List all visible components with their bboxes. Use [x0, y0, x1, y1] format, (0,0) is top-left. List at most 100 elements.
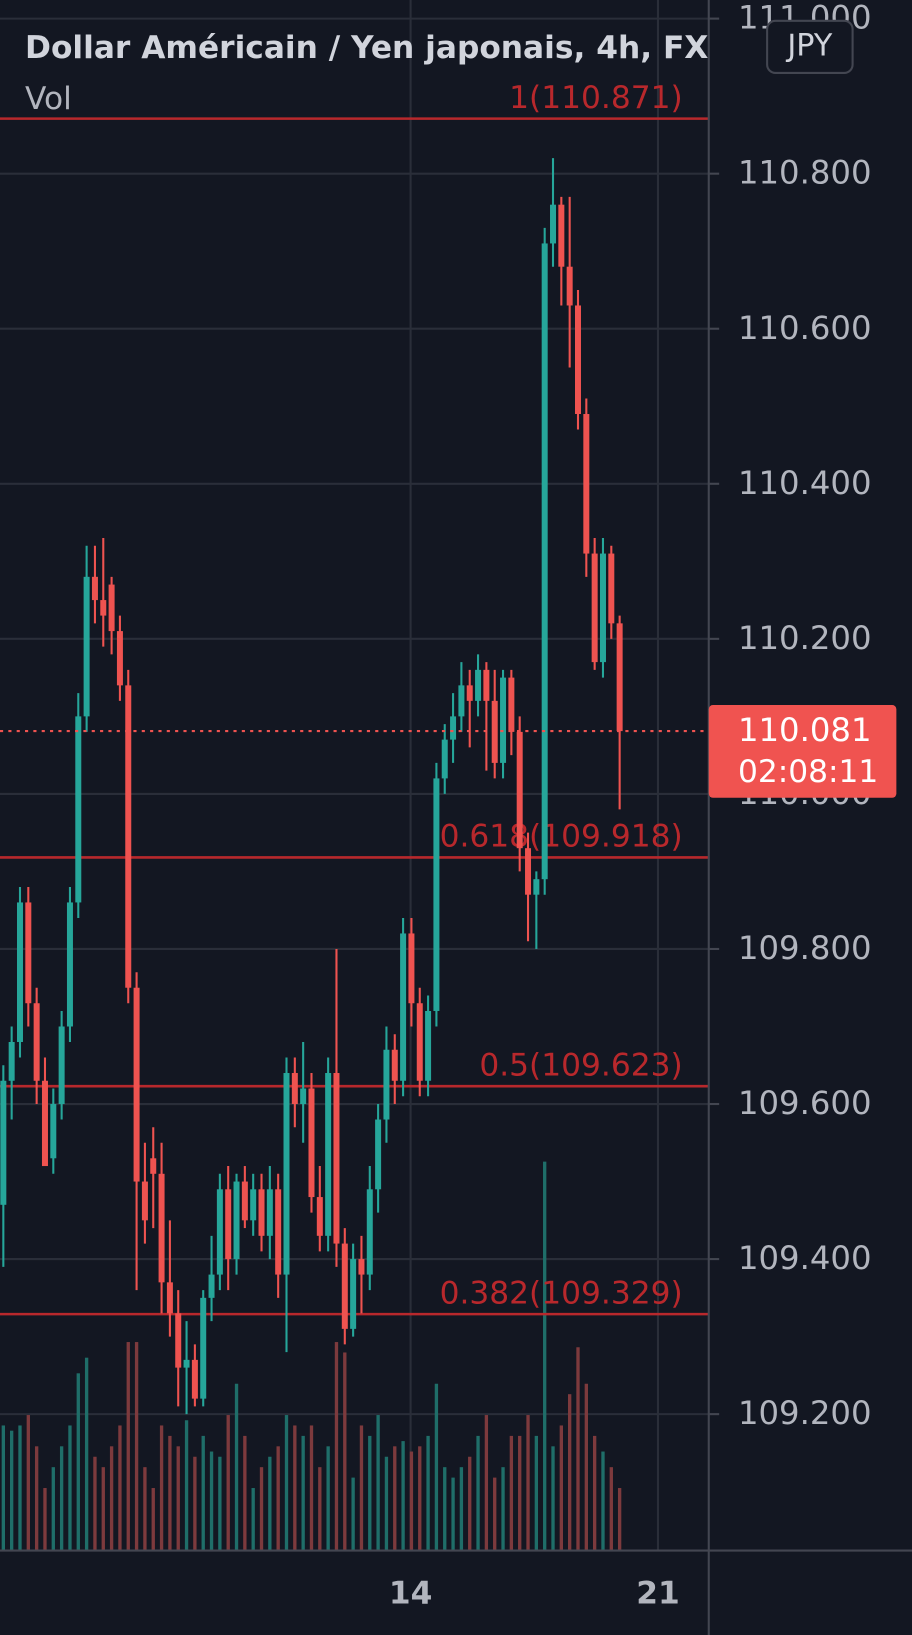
volume-bar [51, 1467, 55, 1551]
candle-body [308, 1088, 315, 1198]
volume-bar [534, 1435, 539, 1551]
volume-bar [559, 1425, 564, 1551]
candle-body [475, 669, 482, 701]
volume-bar [276, 1446, 280, 1551]
volume-bar [384, 1456, 389, 1551]
candle-body [41, 1080, 48, 1167]
candle-body [33, 1003, 40, 1081]
volume-bar [368, 1435, 372, 1551]
candle-body [608, 553, 615, 624]
volume-bar [343, 1352, 347, 1551]
candle-body [358, 1259, 365, 1275]
x-tick-label: 21 [636, 1575, 680, 1611]
candle-body [599, 553, 606, 663]
currency-button[interactable] [766, 19, 854, 74]
candle-body [50, 1104, 57, 1159]
volume-bar [359, 1425, 364, 1551]
volume-bar [118, 1425, 122, 1551]
volume-bar [268, 1456, 272, 1551]
volume-bar [484, 1415, 489, 1551]
volume-bar [526, 1415, 530, 1551]
candle-body [325, 1073, 332, 1236]
volume-bar [443, 1467, 447, 1551]
candle-body [116, 631, 123, 686]
countdown-label: 02:08:11 [738, 754, 878, 790]
candle-body [300, 1088, 307, 1105]
volume-bar [376, 1415, 380, 1551]
volume-bar [159, 1425, 164, 1551]
y-tick-label: 110.400 [738, 464, 872, 502]
candle-body [58, 1026, 65, 1105]
candle-body [383, 1049, 390, 1120]
candle-body [541, 243, 548, 880]
price-label: 110.081 [738, 711, 872, 749]
volume-bar [93, 1456, 97, 1551]
overlay: Dollar Américain / Yen japonais, 4h, FX … [0, 19, 897, 798]
y-tick-label: 109.200 [738, 1394, 872, 1432]
candle-body [616, 623, 623, 732]
fib-label: 1(110.871) [509, 80, 683, 116]
fib-layer: 1(110.871) 0.618(109.918) 0.5(109.623) 0.38… [0, 80, 709, 1316]
volume-bar [109, 1446, 114, 1551]
volume-bar [259, 1467, 264, 1551]
x-tick-label: 14 [389, 1575, 433, 1611]
candle-body [66, 902, 73, 1027]
fib-label: 0.5(109.623) [479, 1047, 682, 1083]
y-tick-label: 109.800 [738, 929, 872, 967]
candle-body [16, 902, 23, 1042]
candle-body [75, 716, 82, 903]
volume-bar [59, 1446, 64, 1551]
y-tick-label: 110.800 [738, 154, 872, 192]
candle-body [500, 677, 507, 763]
volume-bar [134, 1342, 139, 1551]
candle-body [208, 1274, 215, 1298]
volume-bar [509, 1435, 514, 1551]
y-tick-label: 110.200 [738, 619, 872, 657]
volume-bar [434, 1383, 439, 1551]
volume-bar [193, 1456, 197, 1551]
y-tick-label: 109.400 [738, 1239, 872, 1277]
candle-body [241, 1181, 248, 1221]
volume-bar [101, 1467, 105, 1551]
candle-body [141, 1181, 148, 1221]
volume-bar [234, 1383, 239, 1551]
candle-body [391, 1049, 398, 1081]
candle-body [83, 576, 90, 717]
candle-body [408, 933, 415, 1004]
candle-body [400, 933, 407, 1081]
candle-body [533, 879, 540, 895]
currency-button-label[interactable]: JPY [785, 28, 832, 63]
candle-body [566, 266, 573, 306]
volume-bar [459, 1467, 464, 1551]
candle-body [316, 1197, 323, 1236]
volume-bar [84, 1357, 89, 1551]
volume-bar [568, 1394, 572, 1551]
volume-bar [493, 1477, 497, 1551]
candle-body [258, 1189, 265, 1236]
candle-body [125, 685, 132, 988]
candle-body [333, 1073, 340, 1244]
candle-body [433, 778, 440, 1011]
candle-body [183, 1359, 190, 1368]
candle-body [341, 1243, 348, 1329]
candle-body [283, 1073, 290, 1275]
candle-body [441, 739, 448, 779]
volume-bar [318, 1467, 322, 1551]
volume-bar [209, 1451, 214, 1551]
volume-layer [1, 1161, 622, 1551]
volume-bar [201, 1435, 205, 1551]
volume-bar [601, 1451, 605, 1551]
volume-bar [68, 1425, 72, 1551]
candle-body [508, 677, 515, 732]
candle-body [525, 848, 532, 895]
volume-bar [218, 1456, 222, 1551]
candle-body [233, 1181, 240, 1260]
volume-bar [334, 1342, 339, 1551]
candle-layer [0, 158, 623, 1415]
y-tick-label: 109.600 [738, 1084, 872, 1122]
volume-bar [584, 1383, 588, 1551]
candle-body [350, 1259, 357, 1329]
candle-body [200, 1297, 207, 1399]
volume-bar [351, 1477, 355, 1551]
